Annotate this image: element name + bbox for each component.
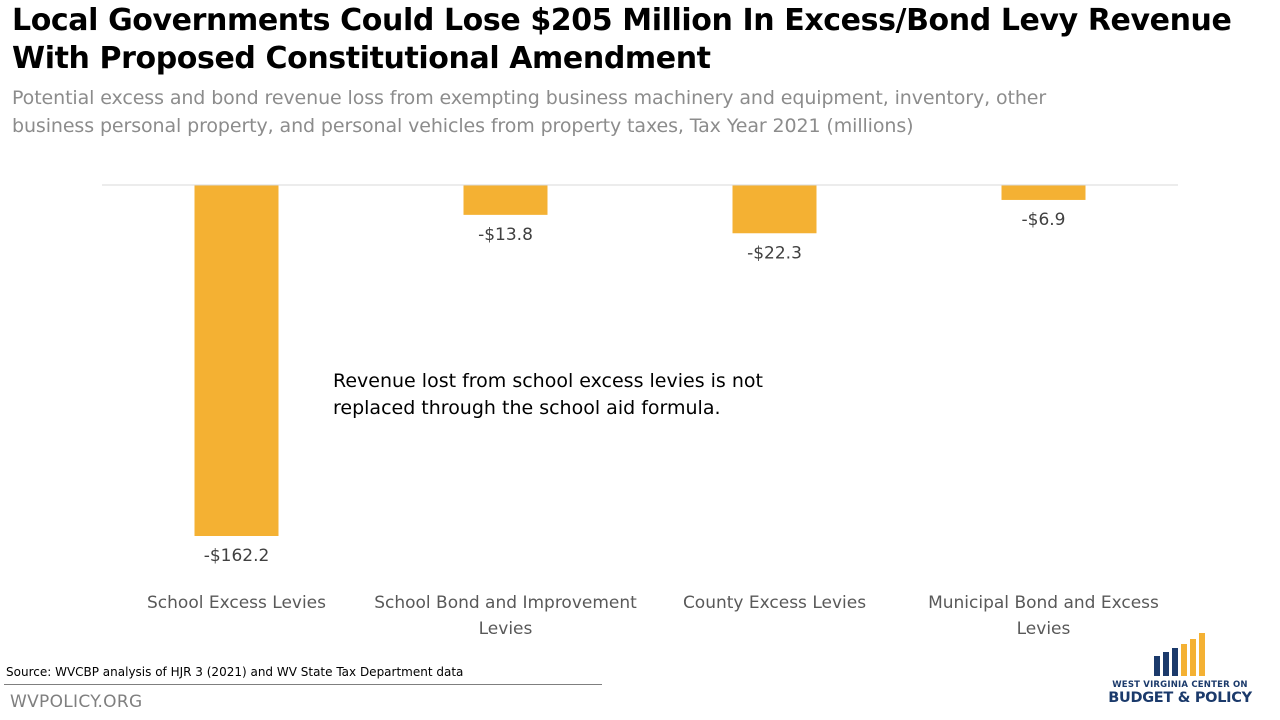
source-divider — [4, 684, 602, 685]
source-note: Source: WVCBP analysis of HJR 3 (2021) a… — [6, 665, 464, 679]
website-label: WVPOLICY.ORG — [10, 692, 143, 712]
bar — [1001, 185, 1086, 200]
data-label: -$13.8 — [478, 225, 533, 245]
category-label: County Excess Levies — [683, 593, 866, 613]
bar — [732, 185, 817, 234]
data-label: -$162.2 — [204, 546, 270, 566]
category-label: School Bond and Improvement — [374, 593, 637, 613]
bar — [194, 185, 279, 536]
category-label: School Excess Levies — [147, 593, 326, 613]
chart-annotation: Revenue lost from school excess levies i… — [333, 370, 763, 419]
chart-title: Local Governments Could Lose $205 Millio… — [12, 3, 1232, 76]
category-label: Levies — [1017, 619, 1071, 639]
data-label: -$6.9 — [1022, 210, 1066, 230]
logo-bars-icon — [1154, 633, 1205, 676]
labels-layer: -$162.2 School Excess Levies -$13.8 School … — [147, 210, 1159, 639]
category-label: Municipal Bond and Excess — [928, 593, 1159, 613]
data-label: -$22.3 — [747, 243, 802, 263]
wvcbp-logo: WEST VIRGINIA CENTER ON BUDGET & POLICY — [1100, 624, 1260, 714]
category-label: Levies — [479, 619, 533, 639]
bar — [463, 185, 548, 215]
logo-org-line: WEST VIRGINIA CENTER ON — [1112, 680, 1248, 690]
logo-brand-line: BUDGET & POLICY — [1108, 690, 1252, 706]
bars-layer — [194, 185, 1086, 536]
chart-subtitle: Potential excess and bond revenue loss f… — [12, 87, 1047, 137]
